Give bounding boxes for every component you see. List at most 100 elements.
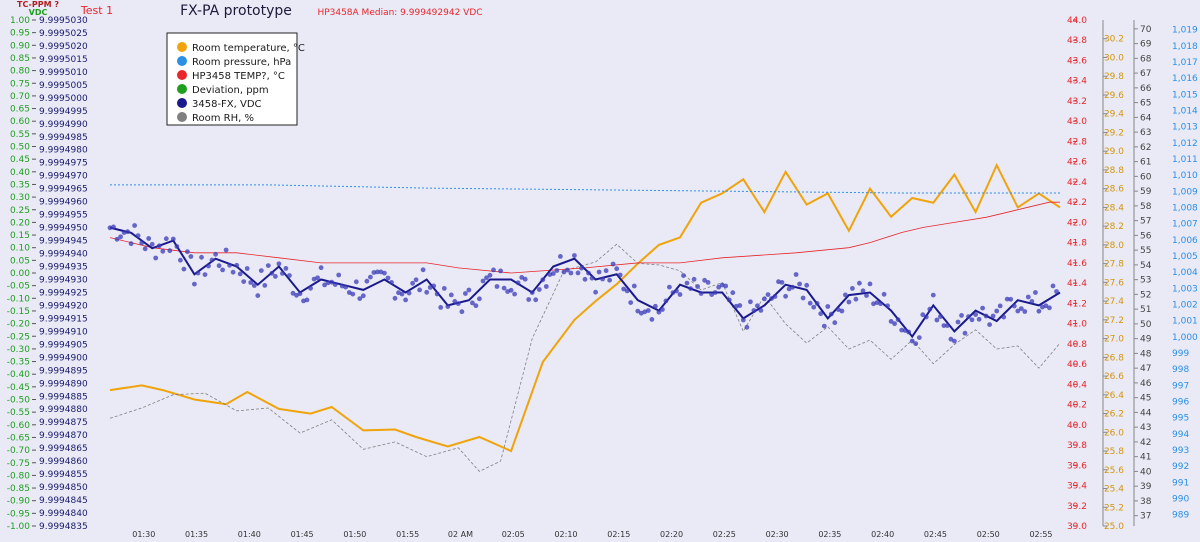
vdc-point-18-4 [501, 285, 507, 291]
tick-label-hp-temp-25: 39.0 [1067, 522, 1087, 532]
vdc-point-15-0 [424, 289, 430, 295]
vdc-point-1-5 [146, 236, 152, 241]
vdc-point-13-3 [392, 295, 398, 301]
vdc-point-5-5 [230, 269, 236, 275]
vdc-point-19-1 [512, 291, 517, 297]
tick-label-ppm-19: 0.05 [10, 256, 30, 266]
x-tick-label-2: 01:40 [238, 530, 261, 539]
vdc-point-27-0 [677, 292, 683, 297]
tick-label-ppm-37: -0.85 [7, 484, 30, 494]
tick-label-vdc-8: 9.9994990 [39, 120, 88, 130]
vdc-point-20-1 [533, 297, 539, 303]
vdc-point-4-0 [192, 281, 197, 287]
vdc-point-17-3 [477, 296, 482, 302]
tick-label-vdc-7: 9.9994995 [39, 107, 88, 117]
x-tick-label-8: 02:10 [554, 530, 577, 539]
vdc-point-11-1 [343, 284, 349, 290]
vdc-point-25-0 [635, 308, 641, 314]
vdc-point-24-1 [617, 272, 623, 278]
vdc-point-15-2 [431, 283, 437, 289]
vdc-point-38-4 [923, 314, 929, 320]
vdc-point-3-0 [170, 236, 176, 242]
median-label: HP3458A Median: 9.999492942 VDC [317, 8, 482, 18]
vdc-point-8-4 [290, 290, 296, 296]
legend-item-room-pressure: Room pressure, hPa [192, 57, 291, 68]
vdc-point-4-1 [195, 270, 201, 276]
tick-label-room-temp-6: 29.0 [1104, 147, 1124, 157]
vdc-point-33-0 [804, 282, 810, 288]
tick-label-ppm-14: 0.30 [10, 193, 30, 203]
vdc-point-23-2 [600, 276, 605, 282]
x-tick-label-7: 02:05 [502, 530, 525, 539]
tick-label-rh-27: 43 [1140, 423, 1151, 433]
tick-label-rh-21: 49 [1140, 335, 1152, 345]
vdc-point-40-0 [952, 338, 957, 344]
tick-label-vdc-16: 9.9994950 [39, 224, 88, 234]
vdc-point-38-1 [913, 341, 919, 346]
vdc-point-40-2 [959, 313, 964, 318]
vdc-point-20-2 [536, 287, 542, 292]
legend-item-hp-temp: HP3458 TEMP?, °C [192, 71, 285, 82]
legend: Room temperature, °C Room pressure, hPa … [166, 32, 305, 126]
tick-label-vdc-25: 9.9994905 [39, 340, 88, 350]
tick-label-vdc-13: 9.9994965 [39, 185, 88, 195]
vdc-point-10-5 [336, 272, 342, 278]
vdc-point-27-3 [688, 286, 693, 291]
vdc-point-43-2 [1022, 309, 1028, 314]
tick-label-hp-temp-6: 42.8 [1067, 137, 1087, 147]
tick-label-vdc-9: 9.9994985 [39, 133, 88, 143]
tick-label-pressure-28: 991 [1172, 478, 1189, 488]
tick-label-rh-20: 50 [1140, 320, 1152, 330]
x-tick-label-0: 01:30 [132, 530, 155, 539]
vdc-point-17-4 [480, 278, 486, 284]
vdc-point-9-2 [304, 297, 310, 303]
vdc-point-3-1 [174, 244, 180, 249]
vdc-point-2-2 [156, 243, 162, 249]
vdc-point-30-0 [740, 317, 746, 323]
tick-label-ppm-15: 0.25 [10, 206, 30, 216]
tick-label-vdc-21: 9.9994925 [39, 288, 88, 298]
vdc-point-15-4 [438, 305, 444, 310]
tick-label-hp-temp-20: 40.0 [1067, 421, 1087, 431]
tick-label-pressure-12: 1,007 [1172, 220, 1198, 230]
vdc-point-16-2 [452, 299, 458, 304]
vdc-point-5-3 [223, 247, 229, 253]
tick-label-room-temp-9: 28.4 [1104, 203, 1124, 213]
vdc-point-41-3 [983, 313, 989, 319]
vdc-point-32-5 [800, 295, 806, 301]
tick-label-rh-14: 56 [1140, 231, 1152, 241]
tick-label-hp-temp-16: 40.8 [1067, 340, 1087, 350]
vdc-point-37-2 [895, 317, 901, 323]
vdc-point-35-5 [864, 293, 869, 298]
tick-label-ppm-18: 0.10 [10, 244, 30, 254]
vdc-point-24-5 [631, 283, 637, 289]
vdc-point-26-0 [656, 309, 662, 315]
tick-label-vdc-6: 9.9995000 [39, 94, 88, 104]
vdc-point-32-0 [783, 293, 788, 299]
vdc-point-43-0 [1015, 308, 1021, 314]
tick-label-vdc-1: 9.9995025 [39, 29, 88, 39]
tick-label-rh-7: 63 [1140, 128, 1151, 138]
vdc-point-42-2 [1001, 314, 1007, 320]
vdc-point-35-4 [860, 288, 866, 294]
tick-label-ppm-25: -0.25 [7, 332, 30, 342]
tick-label-pressure-18: 1,001 [1172, 317, 1198, 327]
tick-label-room-temp-4: 29.4 [1104, 110, 1124, 120]
tick-label-vdc-17: 9.9994945 [39, 237, 88, 247]
vdc-point-12-2 [368, 274, 373, 280]
tick-label-ppm-5: 0.75 [10, 79, 30, 89]
tick-label-room-temp-3: 29.6 [1104, 91, 1124, 101]
vdc-point-34-3 [835, 307, 841, 312]
x-tick-label-10: 02:20 [660, 530, 683, 539]
tick-label-pressure-2: 1,017 [1172, 58, 1198, 68]
tick-label-ppm-7: 0.65 [10, 105, 30, 115]
vdc-point-23-4 [607, 277, 612, 283]
vdc-point-31-2 [769, 296, 774, 301]
tick-label-rh-8: 62 [1140, 143, 1151, 153]
vdc-point-5-4 [227, 262, 233, 268]
tick-label-room-temp-0: 30.2 [1104, 35, 1124, 45]
vdc-point-40-1 [955, 319, 961, 325]
tick-label-rh-10: 60 [1140, 172, 1152, 182]
vdc-point-43-5 [1033, 290, 1038, 295]
tick-label-vdc-22: 9.9994920 [39, 301, 88, 311]
